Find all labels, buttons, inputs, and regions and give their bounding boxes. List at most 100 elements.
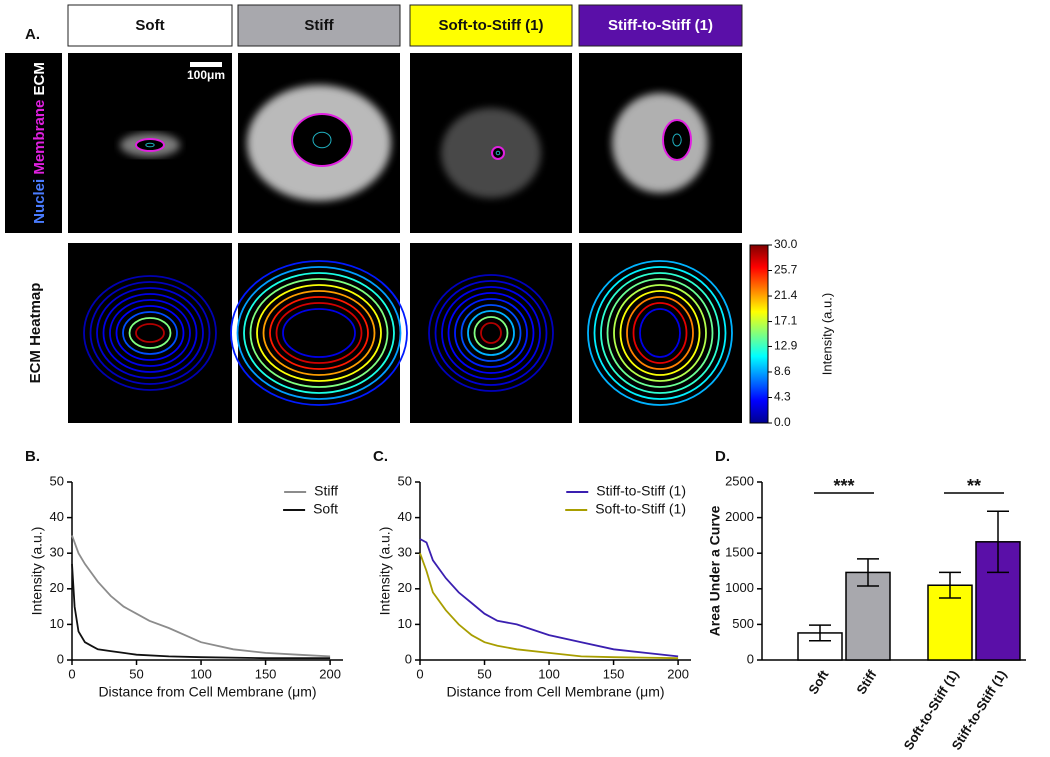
heatmap-contour (473, 316, 509, 350)
x-axis-title: Distance from Cell Membrane (μm) (98, 684, 316, 700)
legend-label: Stiff-to-Stiff (1) (596, 483, 686, 499)
panel-label: A. (25, 26, 40, 43)
y-tick-label: 1500 (725, 545, 754, 560)
y-tick-label: 10 (50, 616, 64, 631)
heatmap-contour (606, 278, 714, 388)
y-tick-label: 50 (50, 473, 64, 488)
error-bar (809, 624, 831, 642)
x-tick-label: 100 (538, 666, 560, 681)
x-tick-label: 150 (255, 666, 277, 681)
x-axis-title: Distance from Cell Membrane (μm) (446, 684, 664, 700)
heatmap-contour (447, 292, 535, 374)
stain-label-part: Membrane (31, 100, 48, 175)
heatmap-image (410, 243, 572, 423)
x-tick-label: 0 (416, 666, 423, 681)
heatmap-contour (454, 298, 528, 368)
heatmap-contour (626, 296, 694, 370)
heatmap-contour (115, 305, 185, 361)
heatmap-contour (441, 286, 541, 380)
y-tick-label: 30 (398, 545, 412, 560)
significance-label: *** (833, 476, 854, 496)
legend-label: Soft-to-Stiff (1) (595, 501, 686, 517)
heatmap-image (238, 243, 400, 423)
heatmap-contour (460, 304, 522, 362)
heatmap-contour (619, 290, 701, 376)
series-line (419, 552, 679, 660)
heatmap-contour (109, 299, 191, 367)
y-axis-title: Intensity (a.u.) (377, 527, 393, 616)
cell-membrane (662, 119, 692, 161)
heatmap-row-label: ECM Heatmap (27, 283, 44, 384)
y-tick-label: 30 (50, 545, 64, 560)
ecm-signal (612, 93, 708, 193)
condition-header: Soft-to-Stiff (1) (439, 17, 544, 34)
y-tick-label: 2500 (725, 473, 754, 488)
y-tick-label: 0 (747, 651, 754, 666)
y-tick-label: 10 (398, 616, 412, 631)
heatmap-contour (230, 260, 408, 406)
stain-label-part: Nuclei (31, 179, 48, 224)
x-tick-label: 50 (129, 666, 143, 681)
condition-header: Stiff-to-Stiff (1) (608, 17, 713, 34)
legend-label: Soft (313, 501, 338, 517)
heatmap-contour (262, 290, 376, 376)
heatmap-contour (269, 296, 369, 370)
error-bar (939, 571, 961, 599)
error-bar (857, 558, 879, 587)
heatmap-contour (434, 280, 548, 386)
heatmap-contour (593, 266, 727, 400)
heatmap-contour (96, 287, 204, 379)
heatmap-contour (249, 278, 389, 388)
condition-header-box (409, 4, 573, 47)
heatmap-contour (135, 323, 165, 343)
colorbar-tick-label: 30.0 (774, 237, 798, 251)
panel-label: D. (715, 448, 730, 465)
x-tick-label: 200 (319, 666, 341, 681)
heatmap-contour (467, 310, 515, 356)
colorbar-tick-label: 25.7 (774, 263, 798, 277)
heatmap-contour (587, 260, 733, 406)
condition-header-box (578, 4, 743, 47)
heatmap-contour (480, 322, 502, 344)
colorbar-tick-label: 4.3 (774, 390, 791, 404)
heatmap-contour (128, 317, 172, 349)
significance-label: ** (967, 476, 981, 496)
cell-membrane (491, 146, 505, 160)
error-bar (987, 510, 1009, 574)
condition-header: Stiff (304, 17, 334, 34)
x-tick-label: Soft (805, 667, 831, 697)
stain-label-box (5, 53, 62, 233)
heatmap-contour (428, 274, 554, 392)
y-tick-label: 40 (50, 509, 64, 524)
x-tick-label: 100 (190, 666, 212, 681)
nucleus (145, 142, 155, 148)
stain-label-part: ECM (31, 62, 48, 95)
heatmap-contour (632, 302, 688, 364)
y-tick-label: 2000 (725, 509, 754, 524)
colorbar-tick-label: 12.9 (774, 339, 798, 353)
heatmap-contour (102, 293, 198, 373)
nucleus (495, 150, 501, 156)
condition-header-box (67, 4, 233, 47)
y-tick-label: 50 (398, 473, 412, 488)
stain-label: Nuclei Membrane ECM (31, 62, 48, 224)
condition-header-box (237, 4, 401, 47)
heatmap-contour (243, 272, 395, 394)
colorbar-tick-label: 21.4 (774, 288, 798, 302)
panel-label: C. (373, 448, 388, 465)
y-tick-label: 40 (398, 509, 412, 524)
x-tick-label: Stiff (853, 667, 879, 697)
y-axis-title: Area Under a Curve (707, 505, 723, 636)
condition-header: Soft (135, 17, 164, 34)
y-tick-label: 0 (57, 651, 64, 666)
x-tick-label: 150 (603, 666, 625, 681)
heatmap-contour (639, 308, 681, 358)
heatmap-contour (282, 308, 356, 358)
colorbar-title: Intensity (a.u.) (819, 293, 834, 375)
x-tick-label: 0 (68, 666, 75, 681)
heatmap-contour (613, 284, 707, 382)
heatmap-contour (89, 281, 211, 385)
heatmap-contour (122, 311, 178, 355)
cell-membrane (135, 138, 165, 152)
